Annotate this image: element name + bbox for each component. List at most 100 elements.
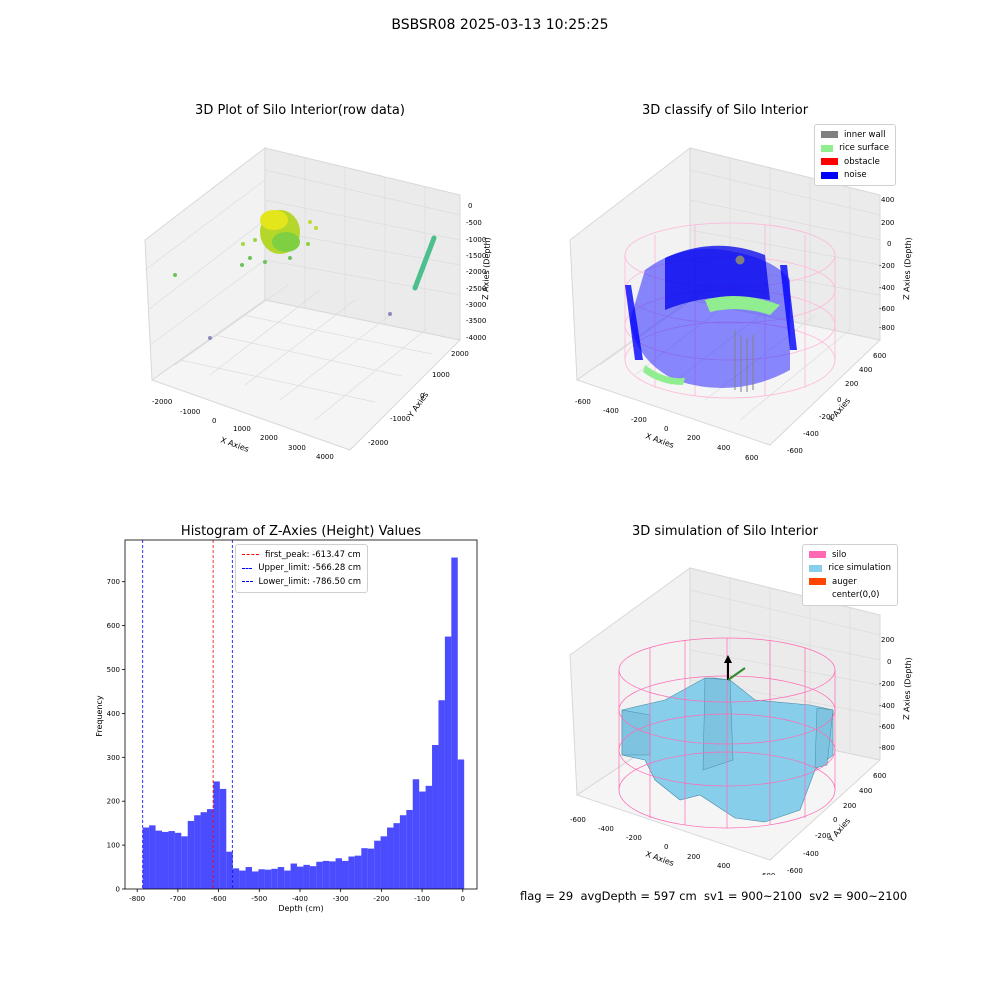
- raw-pane-floor: [150, 299, 462, 451]
- histogram-bar: [348, 856, 355, 889]
- histogram-bar: [187, 820, 195, 889]
- histogram-xtick-label: -300: [333, 895, 349, 903]
- raw-ytick: 0: [420, 392, 424, 400]
- raw-ztick: -2500: [466, 285, 486, 293]
- classify-ztick: 200: [881, 219, 894, 227]
- histogram-bar: [367, 848, 375, 889]
- histogram-legend: first_peak: -613.47 cm Upper_limit: -566…: [235, 544, 368, 593]
- simulation-zlabel: Z Axies (Depth): [902, 657, 913, 720]
- raw-zlabel: Z Axies (Depth): [481, 237, 492, 300]
- histogram-bar: [361, 848, 368, 889]
- histogram-xtick-label: 0: [461, 895, 465, 903]
- histogram-bar: [277, 867, 285, 889]
- raw-ytick: 2000: [451, 350, 469, 358]
- histogram-bar: [425, 785, 433, 889]
- histogram-bar: [161, 831, 169, 889]
- histogram-bar: [374, 840, 381, 889]
- simulation-ztick: -400: [879, 702, 895, 710]
- histogram-bar: [284, 870, 291, 889]
- legend-label: center(0,0): [832, 590, 880, 601]
- simulation-ztick: -600: [879, 723, 895, 731]
- simulation-xtick: -600: [570, 816, 586, 824]
- simulation-ytick: 600: [873, 772, 886, 780]
- classify-plot-title: 3D classify of Silo Interior: [641, 103, 809, 118]
- simulation-ytick: -600: [787, 867, 803, 875]
- histogram-bar: [149, 825, 156, 889]
- simulation-ztick: 200: [881, 636, 894, 644]
- legend-swatch: [821, 144, 834, 152]
- legend-item: rice surface: [821, 142, 889, 156]
- histogram-bar: [226, 851, 233, 889]
- classify-ztick: -800: [879, 324, 895, 332]
- histogram-ytick-label: 600: [107, 622, 120, 630]
- raw-xtick: 2000: [260, 434, 278, 442]
- raw-3d-plot: -2000 -1000 0 1000 2000 3000 4000 -2000 …: [144, 146, 492, 460]
- raw-xtick: 3000: [288, 444, 306, 452]
- histogram-bar: [181, 836, 188, 889]
- classify-xtick: -600: [575, 398, 591, 406]
- histogram-bar: [271, 868, 278, 889]
- raw-ztick: 0: [468, 202, 472, 210]
- histogram-bar: [335, 858, 343, 889]
- classify-ytick: 400: [859, 366, 872, 374]
- histogram-ytick-label: 300: [107, 754, 120, 762]
- legend-swatch: [821, 158, 838, 166]
- histogram-bar: [432, 745, 439, 889]
- histogram-bar: [155, 830, 162, 889]
- legend-swatch: [809, 564, 823, 572]
- histogram-bar: [354, 855, 362, 889]
- histogram-bar: [206, 809, 214, 889]
- simulation-ztick: -800: [879, 744, 895, 752]
- raw-points: [173, 210, 437, 340]
- simulation-ztick: 0: [887, 658, 891, 666]
- histogram-bar: [406, 809, 413, 889]
- legend-label: inner wall: [844, 129, 886, 140]
- classify-3d-plot: -600 -400 -200 0 200 400 600 -600 -400 -…: [569, 146, 913, 460]
- histogram-ytick-label: 700: [107, 578, 120, 586]
- histogram-xtick-label: -800: [129, 895, 145, 903]
- classify-legend: inner wall rice surface obstacle noise: [814, 124, 896, 186]
- histogram-bar: [399, 815, 407, 889]
- raw-wall-points: [412, 235, 437, 291]
- classify-xtick: 200: [687, 434, 700, 442]
- raw-xlabel: X Axies: [219, 435, 250, 454]
- histogram-bar: [239, 870, 246, 889]
- classify-xtick: 0: [664, 425, 668, 433]
- histogram-bar: [174, 832, 182, 889]
- classify-ztick: -400: [879, 284, 895, 292]
- simulation-ytick: -400: [803, 850, 819, 858]
- classify-ytick: 200: [845, 380, 858, 388]
- histogram-bar: [412, 779, 420, 889]
- histogram-bar: [309, 866, 317, 889]
- raw-xtick: 4000: [316, 453, 334, 460]
- histogram-bar: [168, 831, 175, 889]
- legend-item: rice simulation: [809, 562, 891, 576]
- legend-label: rice surface: [839, 143, 889, 154]
- raw-ytick: 1000: [432, 371, 450, 379]
- raw-grid: [144, 158, 461, 421]
- histogram-bar: [322, 860, 330, 889]
- legend-item: silo: [809, 548, 891, 562]
- simulation-xtick: 400: [717, 862, 730, 870]
- classify-ytick: 600: [873, 352, 886, 360]
- raw-xtick: 0: [212, 417, 216, 425]
- raw-xtick: -2000: [152, 398, 172, 406]
- histogram-ytick-label: 0: [116, 886, 120, 894]
- histogram-bar: [142, 827, 150, 889]
- histogram-bar: [438, 700, 445, 889]
- histogram-xtick-label: -700: [170, 895, 186, 903]
- legend-swatch: [242, 581, 253, 583]
- legend-swatch: [242, 567, 253, 569]
- status-footer: flag = 29 avgDepth = 597 cm sv1 = 900~21…: [520, 889, 908, 903]
- legend-swatch: [242, 554, 259, 556]
- histogram-xtick-label: -400: [292, 895, 308, 903]
- simulation-ylabel: Y Axies: [826, 816, 852, 845]
- raw-ztick: -3500: [466, 317, 486, 325]
- histogram-bar: [200, 812, 207, 889]
- histogram-bar: [316, 861, 323, 889]
- simulation-xlabel: X Axies: [644, 849, 675, 868]
- simulation-ytick: 200: [843, 802, 856, 810]
- histogram-bar: [387, 827, 394, 889]
- raw-ztick: -1500: [466, 252, 486, 260]
- legend-label: Upper_limit: -566.28 cm: [258, 563, 361, 574]
